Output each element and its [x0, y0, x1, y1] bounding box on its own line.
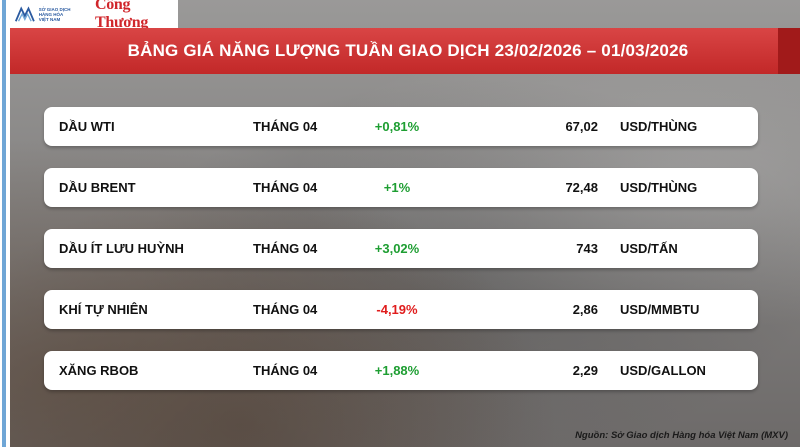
price-unit: USD/THÙNG	[620, 180, 698, 195]
price-unit: USD/THÙNG	[620, 119, 698, 134]
page-title: BẢNG GIÁ NĂNG LƯỢNG TUẦN GIAO DỊCH 23/02…	[127, 41, 689, 60]
left-accent-blue-line	[2, 0, 6, 447]
price-row-natural-gas: KHÍ TỰ NHIÊN THÁNG 04 -4,19% 2,86 USD/MM…	[44, 290, 758, 329]
price-value: 72,48	[565, 180, 598, 195]
mxv-org-name: SỞ GIAO DỊCH HÀNG HÓA VIỆT NAM	[39, 7, 93, 22]
org-line-2: HÀNG HÓA	[38, 11, 64, 17]
price-unit: USD/TẤN	[620, 241, 678, 256]
source-note: Nguồn: Sở Giao dịch Hàng hóa Việt Nam (M…	[575, 430, 788, 441]
org-line-1: SỞ GIAO DỊCH	[38, 6, 71, 12]
price-change: +3,02%	[374, 241, 420, 256]
contract-month: THÁNG 04	[253, 241, 318, 256]
price-row-brent: DẦU BRENT THÁNG 04 +1% 72,48 USD/THÙNG	[44, 168, 758, 207]
price-value: 743	[576, 241, 598, 256]
price-value: 2,86	[572, 302, 598, 317]
price-unit: USD/GALLON	[620, 363, 706, 378]
commodity-name: DẦU ÍT LƯU HUỲNH	[59, 241, 184, 256]
price-change: +1,88%	[374, 363, 420, 378]
price-value: 2,29	[572, 363, 598, 378]
congthuong-brand-logo: Công Thương	[94, 0, 149, 31]
price-change: +0,81%	[374, 119, 420, 134]
contract-month: THÁNG 04	[253, 302, 318, 317]
title-banner: BẢNG GIÁ NĂNG LƯỢNG TUẦN GIAO DỊCH 23/02…	[10, 28, 778, 74]
commodity-name: DẦU BRENT	[59, 180, 136, 195]
logo-area: SỞ GIAO DỊCH HÀNG HÓA VIỆT NAM Công Thươ…	[10, 0, 178, 31]
org-line-3: VIỆT NAM	[38, 16, 61, 22]
commodity-name: KHÍ TỰ NHIÊN	[59, 302, 148, 317]
contract-month: THÁNG 04	[253, 119, 318, 134]
banner-right-accent	[778, 28, 800, 74]
price-row-low-sulfur-oil: DẦU ÍT LƯU HUỲNH THÁNG 04 +3,02% 743 USD…	[44, 229, 758, 268]
price-change: +1%	[383, 180, 411, 195]
contract-month: THÁNG 04	[253, 180, 318, 195]
price-unit: USD/MMBTU	[620, 302, 700, 317]
price-row-rbob-gasoline: XĂNG RBOB THÁNG 04 +1,88% 2,29 USD/GALLO…	[44, 351, 758, 390]
price-row-wti: DẦU WTI THÁNG 04 +0,81% 67,02 USD/THÙNG	[44, 107, 758, 146]
commodity-name: XĂNG RBOB	[59, 363, 139, 378]
price-value: 67,02	[565, 119, 598, 134]
contract-month: THÁNG 04	[253, 363, 318, 378]
commodity-name: DẦU WTI	[59, 119, 115, 134]
mxv-logo-icon	[14, 6, 35, 22]
price-change: -4,19%	[376, 302, 418, 317]
